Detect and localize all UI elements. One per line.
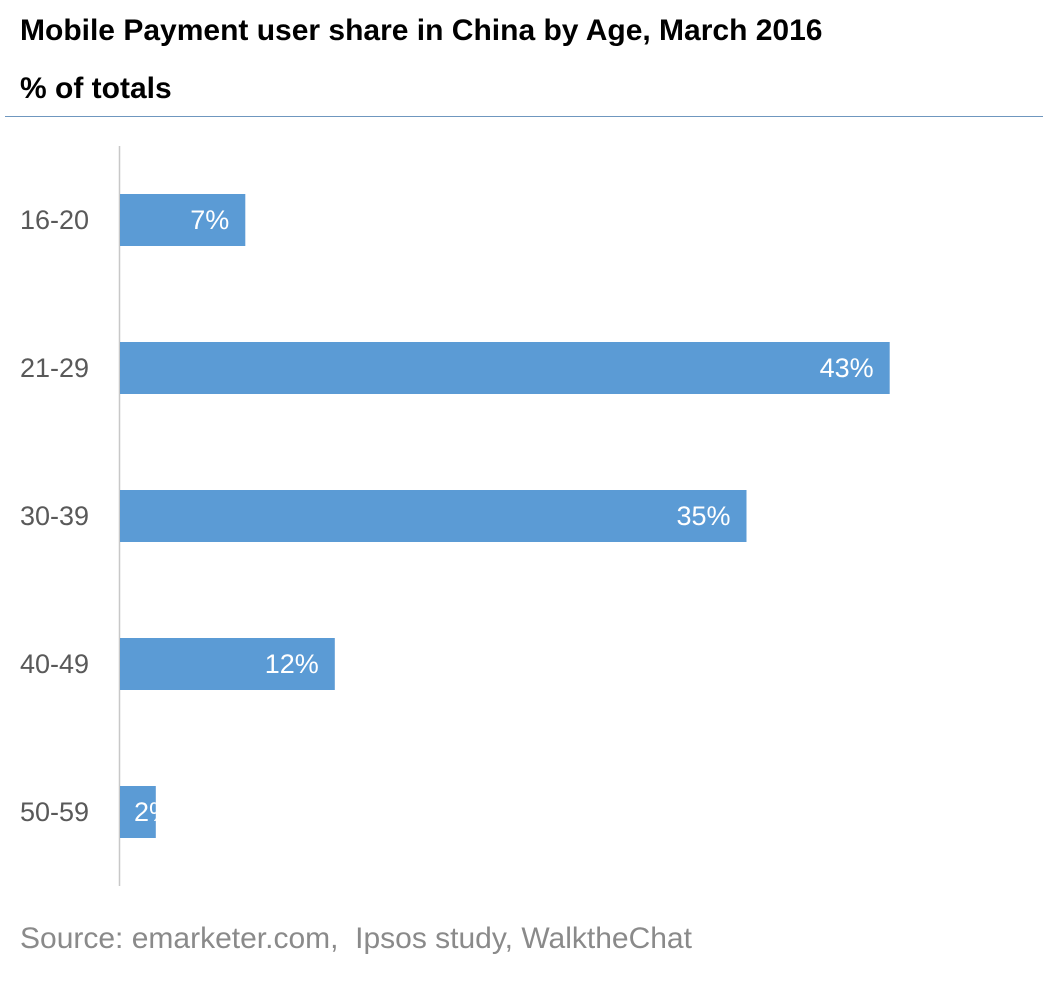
header-divider	[5, 116, 1043, 117]
source-note: Source: emarketer.com, Ipsos study, Walk…	[20, 922, 692, 955]
bar	[120, 194, 246, 246]
bar	[120, 638, 335, 690]
category-label: 50-59	[20, 797, 89, 827]
data-label: 35%	[676, 501, 730, 531]
chart-subtitle: % of totals	[20, 72, 172, 105]
bar-chart: 16-20 7% 21-29 43% 30-39 35% 40-49 12% 50-59 2%	[20, 146, 890, 886]
bar	[120, 786, 156, 838]
data-label: 7%	[190, 205, 229, 235]
bar	[120, 342, 890, 394]
data-label: 2%	[134, 797, 173, 827]
data-label: 43%	[820, 353, 874, 383]
category-label: 40-49	[20, 649, 89, 679]
data-label: 12%	[265, 649, 319, 679]
bar	[120, 490, 747, 542]
category-label: 16-20	[20, 205, 89, 235]
category-label: 21-29	[20, 353, 89, 383]
chart-title: Mobile Payment user share in China by Ag…	[20, 14, 823, 47]
category-label: 30-39	[20, 501, 89, 531]
